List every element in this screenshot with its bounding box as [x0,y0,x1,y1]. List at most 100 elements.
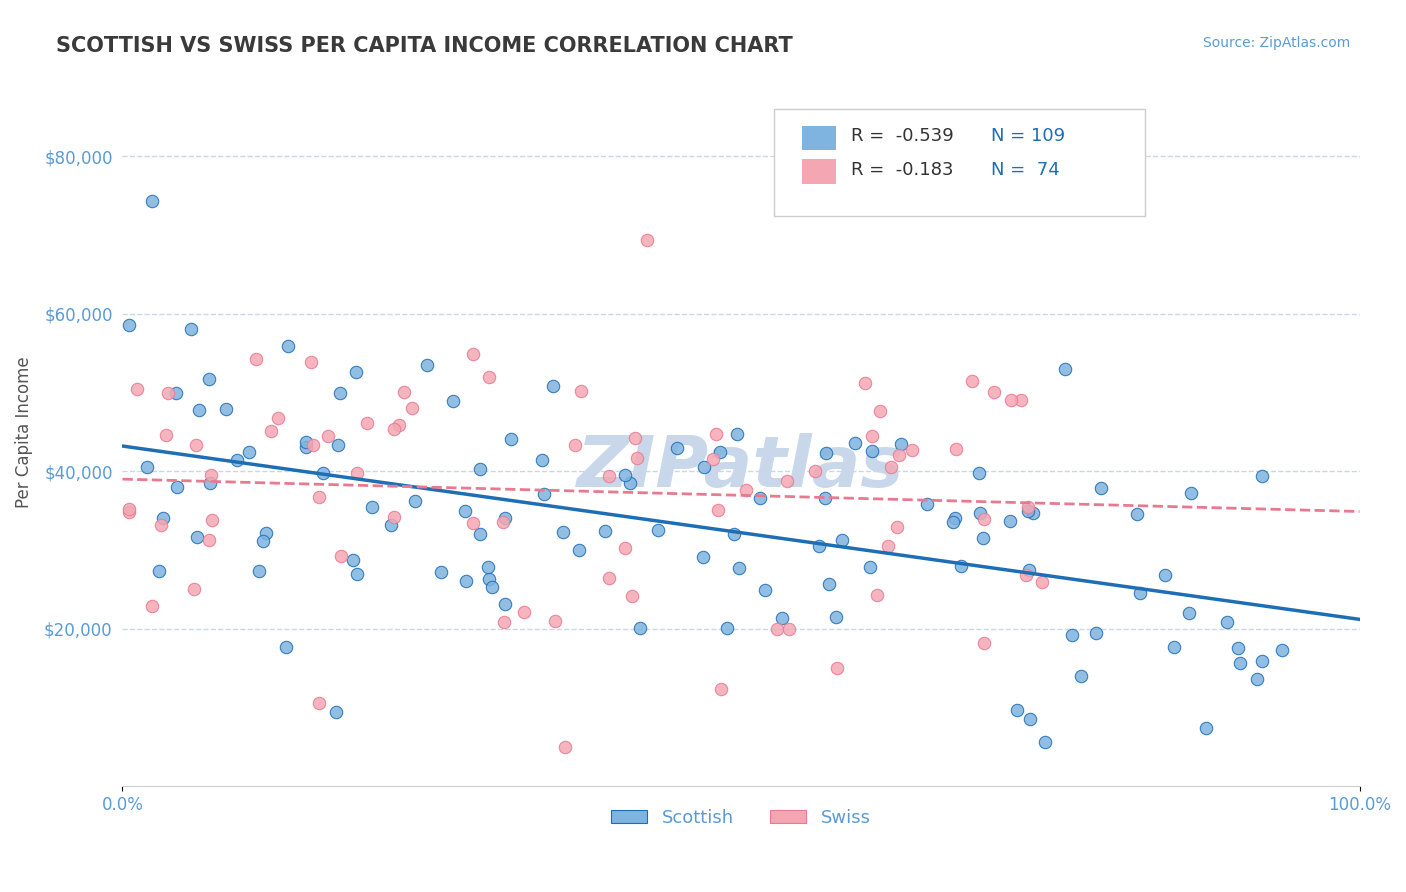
Point [141,194,163,208]
Point [973,636,995,650]
Point [626,450,648,465]
Point [814,491,837,506]
Point [972,531,994,545]
Point [152,511,174,525]
Point [492,516,515,530]
Point [692,550,714,565]
Point [186,530,208,544]
Point [621,590,644,604]
Point [329,549,352,564]
Point [301,355,323,369]
Point [481,580,503,594]
Point [201,513,224,527]
Point [945,442,967,456]
Point [533,487,555,501]
Point [494,510,516,524]
Point [598,469,620,483]
Point [148,565,170,579]
Point [1246,672,1268,686]
Text: ZIPatlas: ZIPatlas [578,433,904,502]
Point [1251,654,1274,668]
Point [1010,392,1032,407]
Point [628,621,651,635]
Point [636,233,658,247]
Point [725,426,748,441]
Point [943,510,966,524]
Point [879,460,901,475]
Point [415,358,437,372]
Point [187,402,209,417]
Point [706,426,728,441]
Point [477,560,499,574]
Point [342,552,364,566]
Text: Source: ZipAtlas.com: Source: ZipAtlas.com [1202,36,1350,50]
Point [308,696,330,710]
Point [853,376,876,390]
Point [404,493,426,508]
Point [723,527,745,541]
Point [198,476,221,491]
Point [860,429,883,443]
Point [804,464,827,478]
Point [541,379,564,393]
Point [614,541,637,555]
Point [859,559,882,574]
Point [544,614,567,628]
Point [198,371,221,385]
Point [860,443,883,458]
Point [183,582,205,597]
Point [478,370,501,384]
Point [329,386,352,401]
Point [942,515,965,529]
Point [295,440,318,454]
Point [973,512,995,526]
Point [198,533,221,547]
Text: SCOTTISH VS SWISS PER CAPITA INCOME CORRELATION CHART: SCOTTISH VS SWISS PER CAPITA INCOME CORR… [56,36,793,55]
Point [866,588,889,602]
Point [983,385,1005,400]
Point [886,520,908,534]
Point [1251,469,1274,483]
Point [1017,500,1039,514]
Point [949,558,972,573]
Point [735,483,758,497]
Point [754,583,776,598]
Point [778,622,800,636]
Y-axis label: Per Capita Income: Per Capita Income [15,356,32,508]
Point [1054,362,1077,376]
Point [776,474,799,488]
Legend: Scottish, Swiss: Scottish, Swiss [605,802,877,834]
Point [501,432,523,446]
Point [430,565,453,579]
Point [1180,486,1202,500]
Point [461,347,484,361]
Point [869,403,891,417]
Point [135,459,157,474]
Point [831,533,853,547]
Point [844,435,866,450]
Point [513,606,536,620]
Point [593,524,616,538]
Point [710,681,733,696]
Point [346,567,368,582]
Point [1070,669,1092,683]
FancyBboxPatch shape [775,110,1146,216]
Point [967,466,990,480]
Point [267,410,290,425]
Point [382,422,405,436]
Point [814,446,837,460]
Point [1154,567,1177,582]
Point [356,416,378,430]
Point [308,490,330,504]
Point [693,460,716,475]
Point [238,445,260,459]
Point [702,451,724,466]
Point [215,402,238,417]
Text: N =  74: N = 74 [991,161,1060,178]
Point [277,338,299,352]
Point [454,574,477,588]
Point [1226,640,1249,655]
Point [156,385,179,400]
Point [150,517,173,532]
Point [818,577,841,591]
